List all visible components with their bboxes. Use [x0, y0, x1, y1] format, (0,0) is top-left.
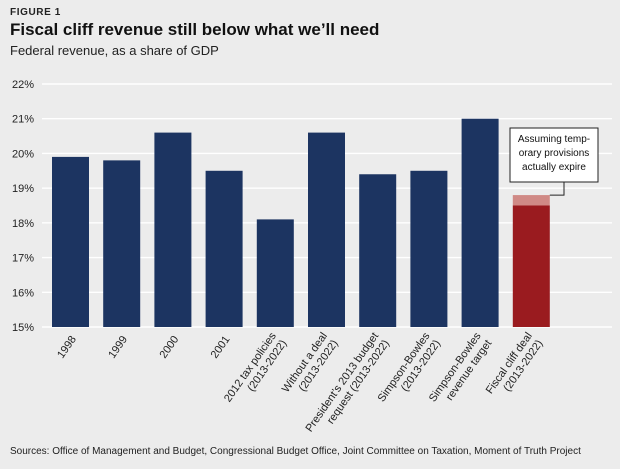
bar — [103, 160, 141, 327]
x-tick-label: 1999 — [106, 334, 130, 361]
source-note: Sources: Office of Management and Budget… — [10, 446, 581, 457]
y-tick-label: 18% — [12, 218, 34, 230]
annotation-leader-line — [549, 182, 565, 196]
bar — [52, 156, 89, 327]
x-tick-label: 2000 — [157, 334, 181, 361]
y-tick-label: 19% — [12, 183, 34, 195]
bar — [461, 118, 499, 327]
y-tick-label: 15% — [12, 322, 34, 334]
highlight-bar — [512, 205, 550, 327]
y-tick-label: 22% — [12, 79, 34, 91]
y-tick-label: 17% — [12, 253, 34, 265]
bar — [410, 170, 448, 327]
bar — [154, 132, 192, 327]
bar — [256, 219, 294, 327]
highlight-bar-extension — [512, 195, 550, 206]
chart-title: Fiscal cliff revenue still below what we… — [10, 20, 380, 39]
y-tick-label: 21% — [12, 114, 34, 126]
annotation-text: Assuming temp-orary provisions actually e… — [518, 134, 590, 173]
x-tick-label: 1998 — [55, 334, 79, 361]
bar — [205, 170, 243, 327]
annotation-box — [509, 127, 599, 183]
x-tick-label: 2001 — [209, 334, 233, 361]
bar — [308, 132, 345, 327]
y-tick-label: 20% — [12, 148, 34, 160]
figure-label: FIGURE 1 — [10, 7, 61, 18]
x-tick-label: 2012 tax policies(2013-2022) — [222, 330, 290, 412]
x-tick-label: Fiscal cliff deal(2013-2022) — [484, 330, 546, 403]
bar — [359, 174, 397, 327]
y-tick-label: 16% — [12, 287, 34, 299]
chart-subtitle: Federal revenue, as a share of GDP — [10, 43, 219, 58]
